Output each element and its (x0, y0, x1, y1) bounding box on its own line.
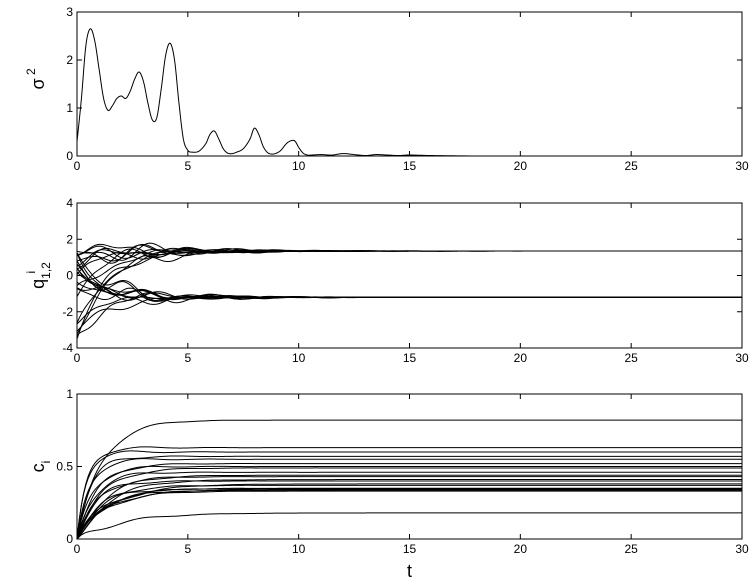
panel-2: 0 5 10 15 20 25 30 -4 -2 0 2 4 q1,2i (24, 196, 749, 365)
x-tick-label: 25 (624, 542, 638, 556)
x-tick-label: 15 (403, 542, 417, 556)
x-tick-label: 5 (184, 159, 191, 173)
svg-text:σ: σ (28, 78, 48, 89)
y-label-sub: i (39, 461, 53, 464)
series-group-3 (77, 419, 742, 539)
x-tick-label: 15 (403, 351, 417, 365)
x-tick-label: 20 (514, 542, 528, 556)
c-line-15 (77, 484, 742, 539)
x-tick-label: 0 (74, 542, 81, 556)
q-line-25 (77, 249, 742, 335)
y-tick-label: 1 (66, 387, 73, 401)
c-line-12 (77, 479, 742, 539)
q-line-19 (77, 248, 742, 297)
svg-text:ci: ci (28, 461, 53, 473)
q-line-23 (77, 243, 742, 262)
c-line-2 (77, 446, 742, 539)
q-line-17 (77, 249, 742, 324)
c-line-7 (77, 465, 742, 539)
q-line-16 (77, 296, 742, 332)
q-line-8 (77, 271, 742, 299)
y-tick-label: 0 (66, 149, 73, 163)
x-tick-label: 20 (514, 159, 528, 173)
y-tick-label: 4 (66, 196, 73, 210)
c-line-16 (77, 487, 742, 539)
x-tick-label: 10 (292, 159, 306, 173)
q-line-20 (77, 267, 742, 301)
c-line-11 (77, 476, 742, 539)
q-line-4 (77, 268, 742, 301)
y-label-base: σ (28, 78, 48, 89)
q-line-24 (77, 295, 742, 325)
axes-frame-2 (76, 202, 743, 349)
q-line-13 (77, 245, 742, 259)
q-line-21 (77, 247, 742, 275)
c-line-8 (77, 467, 742, 539)
c-line-6 (77, 463, 742, 539)
y-tick-label: 1 (66, 101, 73, 115)
c-line-19 (77, 489, 742, 539)
y-tick-label: -4 (62, 341, 73, 355)
y-tick-label: 0 (66, 532, 73, 546)
svg-text:q1,2: q1,2 (28, 262, 53, 289)
y-axis-label-1: σ2 (24, 68, 48, 90)
y-tick-label: -2 (62, 305, 73, 319)
x-tick-label: 5 (184, 542, 191, 556)
c-line-13 (77, 480, 742, 539)
c-line-5 (77, 458, 742, 539)
sigma-squared-line (77, 28, 742, 156)
y-label-sup: i (24, 271, 38, 274)
y-tick-label: 2 (66, 53, 73, 67)
x-tick-label: 0 (74, 351, 81, 365)
y-tick-label: 2 (66, 232, 73, 246)
x-tick-label: 15 (403, 159, 417, 173)
x-tick-label: 10 (292, 542, 306, 556)
y-tick-label: 0 (66, 269, 73, 283)
c-line-3 (77, 450, 742, 539)
c-line-20 (77, 490, 742, 539)
y-label-base: c (28, 463, 48, 472)
c-line-10 (77, 474, 742, 539)
c-line-17 (77, 488, 742, 539)
x-tick-label: 30 (735, 159, 749, 173)
y-axis-label-2: q1,2i (24, 262, 53, 289)
series-group-1 (77, 28, 742, 156)
y-tick-label: 0.5 (56, 460, 73, 474)
c-line-21 (77, 512, 742, 539)
x-axis-label: t (407, 561, 412, 581)
panel-3: 0 5 10 15 20 25 30 0 0.5 1 ci t (28, 387, 749, 581)
q-line-15 (77, 250, 742, 340)
q-line-14 (77, 263, 742, 300)
c-line-1 (77, 419, 742, 539)
q-line-2 (77, 260, 742, 302)
q-line-26 (77, 252, 742, 302)
x-tick-label: 30 (735, 542, 749, 556)
q-line-9 (77, 249, 742, 287)
y-tick-label: 3 (66, 5, 73, 19)
series-group-2 (77, 242, 742, 340)
y-label-sub: 1,2 (39, 262, 53, 279)
x-tick-label: 20 (514, 351, 528, 365)
y-label-base: q (28, 279, 48, 289)
x-tick-label: 10 (292, 351, 306, 365)
c-line-18 (77, 489, 742, 539)
c-line-4 (77, 455, 742, 539)
x-tick-label: 25 (624, 159, 638, 173)
x-tick-label: 25 (624, 351, 638, 365)
x-tick-label: 0 (74, 159, 81, 173)
c-line-14 (77, 483, 742, 539)
c-line-9 (77, 471, 742, 539)
y-label-sup: 2 (24, 68, 38, 75)
x-tick-label: 5 (184, 351, 191, 365)
y-axis-label-3: ci (28, 461, 53, 473)
x-tick-label: 30 (735, 351, 749, 365)
